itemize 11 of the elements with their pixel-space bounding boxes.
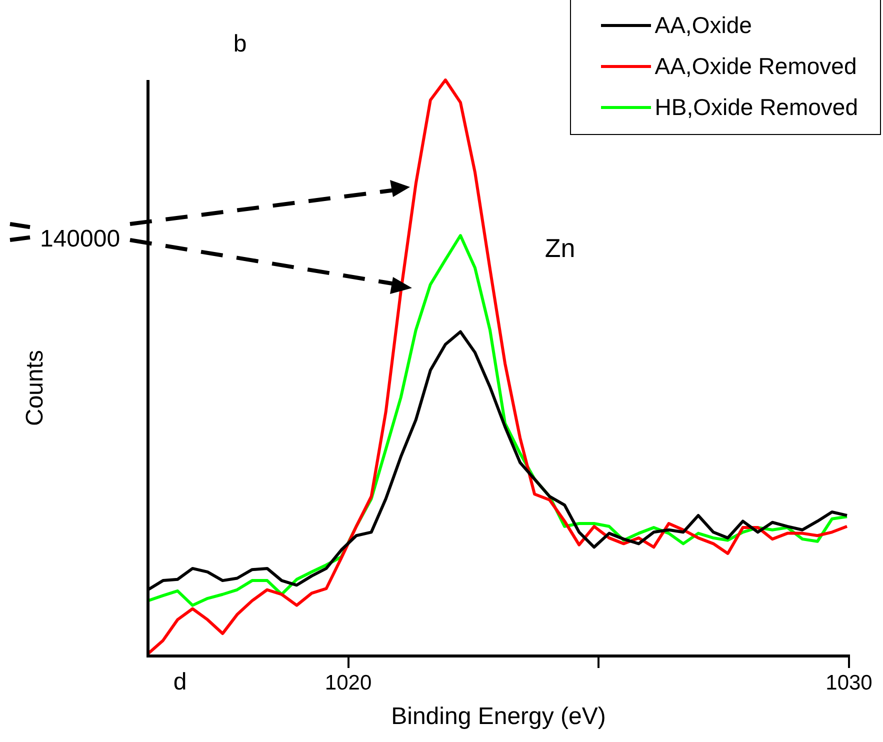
x-axis-title: Binding Energy (eV) — [391, 703, 606, 730]
text: d — [173, 668, 187, 696]
text: b — [233, 30, 247, 58]
legend-label: AA,Oxide Removed — [654, 53, 857, 80]
y-axis-title: Counts — [22, 350, 49, 426]
x-tick-label: 1030 — [826, 671, 872, 694]
legend-label: AA,Oxide — [654, 12, 752, 39]
annotation: Zn — [544, 233, 576, 264]
x-tick-label: 1020 — [324, 671, 372, 694]
legend-label: HB,Oxide Removed — [654, 94, 858, 121]
text: 140000 — [40, 226, 120, 253]
